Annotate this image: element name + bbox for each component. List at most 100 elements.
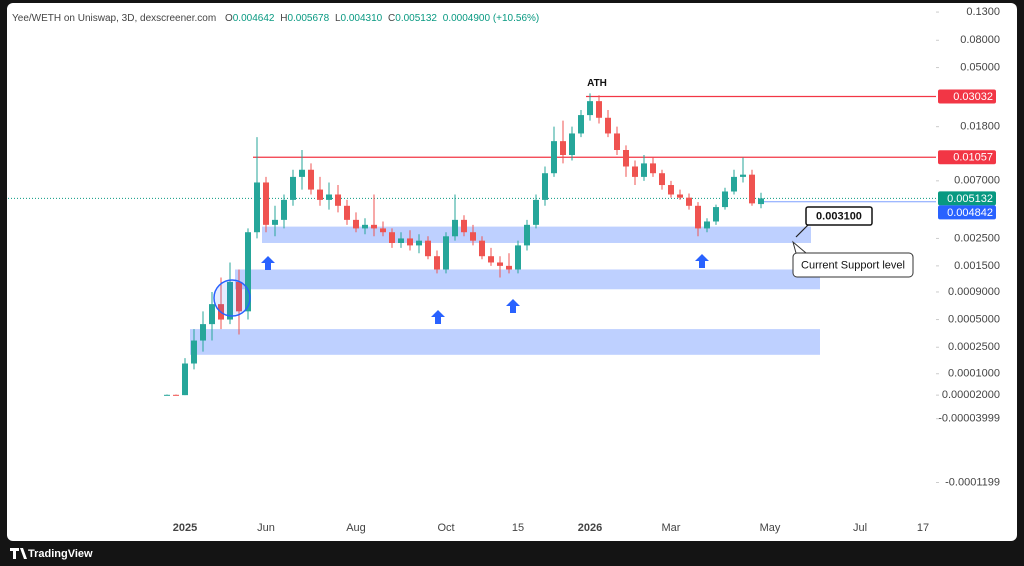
up-arrow bbox=[261, 256, 275, 270]
ohlc-value: 0.004642 bbox=[233, 13, 275, 24]
callout-label: 0.003100 bbox=[816, 210, 862, 222]
candle-body bbox=[542, 173, 548, 200]
tv-logo bbox=[10, 548, 27, 559]
candle-body bbox=[398, 238, 404, 243]
note-box bbox=[792, 252, 914, 278]
ohlc-value: 0.004310 bbox=[341, 13, 383, 24]
candle-body bbox=[452, 219, 458, 237]
candle-body bbox=[731, 176, 737, 192]
x-tick-label: 2026 bbox=[578, 522, 602, 534]
candle-body bbox=[479, 240, 485, 257]
up-arrow bbox=[431, 310, 445, 324]
candle-body bbox=[335, 194, 341, 206]
candle-body bbox=[227, 281, 233, 320]
x-tick-label: May bbox=[760, 522, 781, 534]
callout-connector bbox=[795, 224, 809, 238]
candle-body bbox=[245, 232, 251, 312]
candle-body bbox=[749, 174, 755, 204]
candle-body bbox=[659, 173, 665, 186]
y-tick-label: 0.002500 bbox=[954, 232, 1000, 244]
candle-body bbox=[461, 219, 467, 233]
candle-body bbox=[569, 133, 575, 155]
candle-body bbox=[470, 232, 476, 241]
y-tick-label: 0.1300 bbox=[966, 6, 1000, 18]
candle-body bbox=[740, 174, 746, 177]
y-tick-label: -0.00003999 bbox=[938, 413, 1000, 425]
candle-body bbox=[605, 117, 611, 134]
candle-body bbox=[389, 232, 395, 243]
arrows bbox=[261, 254, 709, 324]
candle-body bbox=[173, 394, 179, 396]
y-tick-label: -0.0001199 bbox=[945, 476, 1000, 488]
x-tick-label: 15 bbox=[512, 522, 524, 534]
ath-label: ATH bbox=[587, 78, 607, 89]
candle-body bbox=[317, 189, 323, 200]
candle-body bbox=[308, 169, 314, 190]
candle-body bbox=[182, 363, 188, 396]
candle-body bbox=[578, 115, 584, 134]
candle-body bbox=[713, 207, 719, 222]
candle-body bbox=[236, 281, 242, 312]
candle-body bbox=[290, 176, 296, 200]
x-tick-label: Mar bbox=[662, 522, 681, 534]
ohlc-key: H bbox=[280, 13, 287, 24]
candle-body bbox=[686, 197, 692, 206]
pair: Yee/WETH on Uniswap, 3D, dexscreener.com bbox=[12, 13, 216, 24]
x-tick-label: 2025 bbox=[173, 522, 197, 534]
candle-body bbox=[515, 245, 521, 270]
y-tick-label: 0.00002000 bbox=[942, 389, 1000, 401]
candle-body bbox=[551, 141, 557, 174]
candle-body bbox=[488, 256, 494, 263]
level-price-label: 0.01057 bbox=[953, 152, 993, 164]
chart-panel bbox=[7, 3, 1017, 541]
ohlc-value: 0.005678 bbox=[287, 13, 329, 24]
candle-body bbox=[677, 194, 683, 198]
level-price-label: 0.03032 bbox=[953, 91, 993, 103]
candle-body bbox=[614, 133, 620, 151]
support-zone bbox=[235, 269, 820, 290]
ohlc-key: L bbox=[335, 13, 341, 24]
level-price-box bbox=[938, 89, 996, 104]
y-tick-label: 0.0009000 bbox=[948, 286, 1000, 298]
price-label: 0.005132 bbox=[947, 193, 993, 205]
candle-body bbox=[254, 182, 260, 233]
candle-body bbox=[641, 163, 647, 177]
x-tick-label: Jun bbox=[257, 522, 275, 534]
ohlc-key: O bbox=[225, 13, 233, 24]
y-tick-label: 0.007000 bbox=[954, 175, 1000, 187]
highlight-circle bbox=[213, 279, 251, 317]
candle-body bbox=[200, 324, 206, 341]
y-tick-label: 0.08000 bbox=[960, 34, 1000, 46]
support-zone bbox=[190, 329, 820, 355]
x-tick-label: 17 bbox=[917, 522, 929, 534]
candle-body bbox=[695, 205, 701, 229]
support-note: Current Support level bbox=[801, 259, 905, 271]
candle-body bbox=[623, 150, 629, 167]
note-tail bbox=[792, 240, 807, 254]
candle-body bbox=[497, 262, 503, 266]
candle-body bbox=[191, 340, 197, 364]
candle-body bbox=[596, 101, 602, 118]
footer bbox=[0, 541, 1024, 566]
candle-body bbox=[299, 169, 305, 177]
footer-text: TradingView bbox=[28, 548, 93, 560]
y-tick-label: 0.0001000 bbox=[948, 368, 1000, 380]
candle-body bbox=[263, 182, 269, 225]
candle-body bbox=[425, 240, 431, 257]
x-tick-label: Jul bbox=[853, 522, 867, 534]
candle-body bbox=[362, 224, 368, 229]
price-box bbox=[938, 191, 996, 206]
callout-box bbox=[805, 206, 873, 226]
candle-body bbox=[506, 265, 512, 270]
candle-body bbox=[326, 194, 332, 200]
ohlc-value: 0.005132 bbox=[395, 13, 437, 24]
candle-body bbox=[668, 185, 674, 195]
y-tick-label: 0.001500 bbox=[954, 260, 1000, 272]
price-box bbox=[938, 205, 996, 220]
candle-body bbox=[758, 198, 764, 205]
candle-body bbox=[704, 221, 710, 229]
candle-body bbox=[560, 141, 566, 155]
ohlc-key: C bbox=[388, 13, 395, 24]
y-tick-label: 0.01800 bbox=[960, 121, 1000, 133]
